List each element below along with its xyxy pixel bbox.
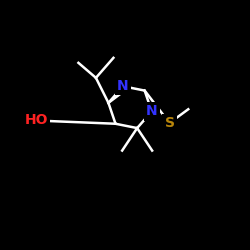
- Text: N: N: [117, 79, 129, 93]
- Text: N: N: [146, 104, 158, 118]
- Text: HO: HO: [24, 114, 48, 128]
- Text: S: S: [164, 116, 174, 130]
